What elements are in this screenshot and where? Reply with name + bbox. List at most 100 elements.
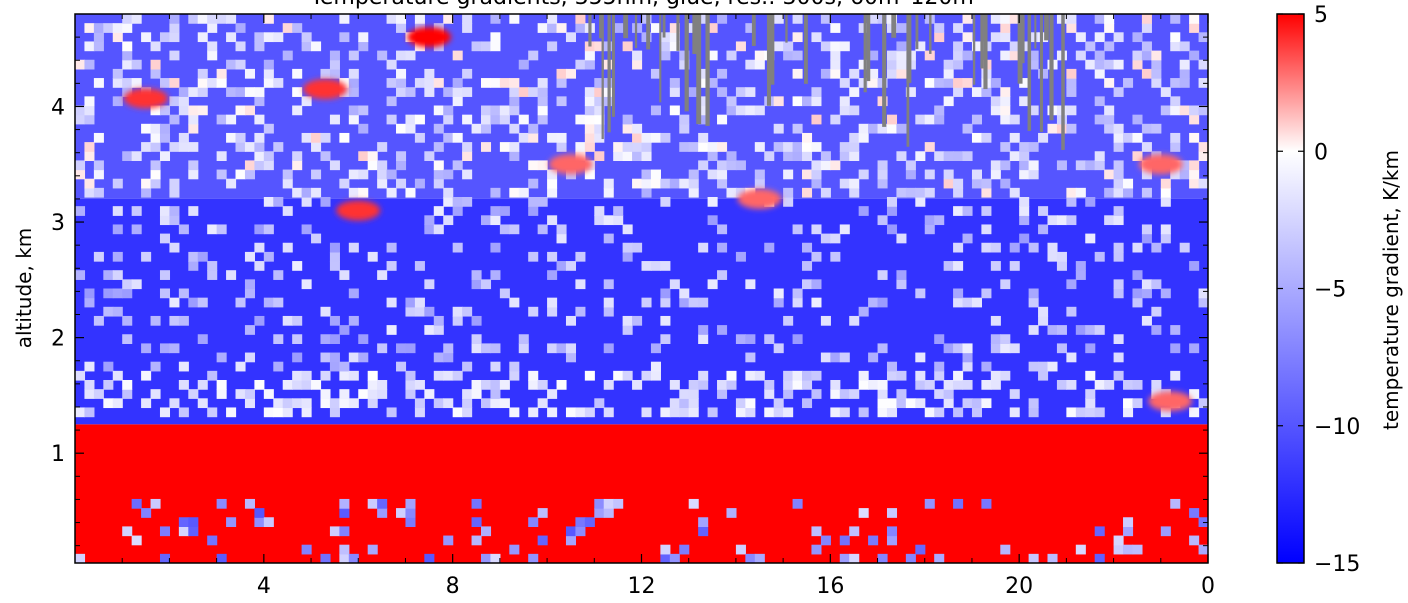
heatmap-cell bbox=[698, 370, 709, 381]
heatmap-cell bbox=[122, 87, 133, 97]
heatmap-cell bbox=[178, 361, 189, 372]
colorbar-ticks: 50−5−10−15 bbox=[1277, 3, 1360, 577]
heatmap-cell bbox=[868, 380, 879, 390]
heatmap-cell bbox=[329, 315, 340, 326]
heatmap-cell bbox=[915, 197, 926, 207]
heatmap-cell bbox=[339, 544, 350, 555]
heatmap-cell bbox=[84, 96, 95, 107]
heatmap-cell bbox=[641, 187, 652, 198]
heatmap-cell bbox=[1151, 242, 1162, 253]
heatmap-cell bbox=[792, 288, 803, 299]
heatmap-cell bbox=[377, 50, 388, 61]
heatmap-cell bbox=[575, 23, 586, 33]
heatmap-cell bbox=[405, 517, 416, 527]
heatmap-cell bbox=[990, 14, 1001, 24]
heatmap-cell bbox=[650, 23, 661, 33]
heatmap-cell bbox=[698, 242, 709, 253]
heatmap-cell bbox=[1160, 187, 1171, 198]
heatmap-cell bbox=[386, 114, 397, 125]
heatmap-cell bbox=[528, 251, 539, 262]
heatmap-cell bbox=[1160, 178, 1171, 189]
heatmap-cell bbox=[169, 78, 180, 88]
heatmap-cell bbox=[575, 526, 586, 537]
heatmap-cell bbox=[1189, 14, 1200, 24]
heatmap-cell bbox=[443, 197, 454, 207]
heatmap-cell bbox=[1160, 233, 1171, 244]
heatmap-cell bbox=[178, 407, 189, 418]
heatmap-cell bbox=[679, 389, 690, 399]
heatmap-cell bbox=[235, 142, 246, 152]
heatmap-cell bbox=[1047, 553, 1058, 563]
heatmap-cell bbox=[263, 407, 274, 418]
heatmap-cell bbox=[613, 498, 624, 509]
heatmap-cell bbox=[462, 14, 473, 24]
heatmap-cell bbox=[783, 151, 794, 161]
heatmap-cell bbox=[377, 380, 388, 390]
heatmap-cell bbox=[292, 87, 303, 97]
heatmap-cell bbox=[811, 370, 822, 381]
heatmap-cell bbox=[1000, 160, 1011, 171]
heatmap-cell bbox=[1170, 78, 1181, 88]
heatmap-cell bbox=[471, 41, 482, 52]
heatmap-cell bbox=[452, 50, 463, 61]
heatmap-cell bbox=[650, 68, 661, 79]
heatmap-cell bbox=[188, 87, 199, 97]
heatmap-cell bbox=[254, 142, 265, 152]
y-tick-label: 2 bbox=[51, 327, 65, 352]
heatmap-cell bbox=[443, 370, 454, 381]
heatmap-cell bbox=[1113, 535, 1124, 546]
heatmap-cell bbox=[1038, 361, 1049, 372]
heatmap-cell bbox=[953, 288, 964, 299]
heatmap-cell bbox=[1028, 361, 1039, 372]
heatmap-cell bbox=[915, 41, 926, 52]
heatmap-cell bbox=[971, 407, 982, 418]
heatmap-cell bbox=[622, 224, 633, 235]
heatmap-cell bbox=[537, 87, 548, 97]
heatmap-cell bbox=[386, 14, 397, 24]
y-tick-label: 3 bbox=[51, 211, 65, 236]
heatmap-cell bbox=[471, 123, 482, 134]
heatmap-feature bbox=[1138, 154, 1183, 175]
heatmap-cell bbox=[424, 224, 435, 235]
heatmap-cell bbox=[112, 270, 123, 280]
heatmap-cell bbox=[971, 297, 982, 308]
heatmap-cell bbox=[981, 380, 992, 390]
heatmap-cell bbox=[641, 261, 652, 271]
heatmap-cell bbox=[1047, 361, 1058, 372]
heatmap-cell bbox=[802, 132, 813, 143]
heatmap-cell bbox=[783, 41, 794, 52]
heatmap-cell bbox=[1113, 215, 1124, 226]
heatmap-cell bbox=[1151, 325, 1162, 335]
heatmap-cell bbox=[1170, 105, 1181, 116]
nodata-streak bbox=[684, 14, 689, 112]
heatmap-cell bbox=[244, 160, 255, 171]
heatmap-cell bbox=[839, 105, 850, 116]
heatmap-cell bbox=[254, 261, 265, 271]
heatmap-cell bbox=[537, 535, 548, 546]
heatmap-cell bbox=[1094, 553, 1105, 563]
heatmap-cell bbox=[216, 498, 227, 509]
heatmap-cell bbox=[792, 151, 803, 161]
heatmap-cell bbox=[263, 517, 274, 527]
heatmap-cell bbox=[934, 151, 945, 161]
heatmap-cell bbox=[263, 32, 274, 43]
heatmap-cell bbox=[613, 206, 624, 216]
nodata-streak bbox=[929, 14, 932, 54]
heatmap-cell bbox=[868, 352, 879, 363]
heatmap-cell bbox=[594, 398, 605, 409]
heatmap-cell bbox=[386, 261, 397, 271]
heatmap-cell bbox=[802, 142, 813, 152]
nodata-streak bbox=[863, 14, 867, 93]
heatmap-cell bbox=[547, 306, 558, 317]
heatmap-cell bbox=[150, 142, 161, 152]
heatmap-cell bbox=[811, 297, 822, 308]
heatmap-cell bbox=[1160, 407, 1171, 418]
heatmap-cell bbox=[216, 169, 227, 180]
heatmap-cell bbox=[868, 535, 879, 546]
heatmap-cell bbox=[197, 78, 208, 88]
heatmap-cell bbox=[981, 132, 992, 143]
heatmap-cell bbox=[811, 251, 822, 262]
heatmap-cell bbox=[764, 407, 775, 418]
heatmap-cell bbox=[84, 114, 95, 125]
heatmap-feature bbox=[303, 79, 348, 100]
